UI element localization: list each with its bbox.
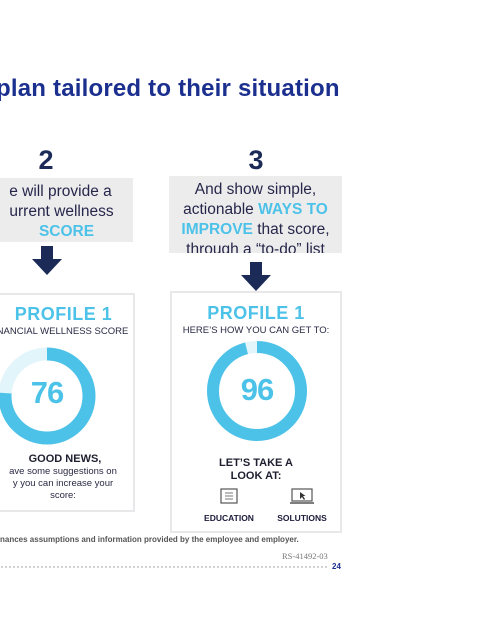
- page-number: 24: [332, 562, 341, 571]
- step-3-highlight-ways: WAYS TO: [258, 201, 328, 218]
- profile-card-2: PROFILE 1 HERE’S HOW YOU CAN GET TO: 96 …: [170, 291, 342, 533]
- step-number-3: 3: [248, 145, 264, 175]
- footnote: nances assumptions and information provi…: [0, 535, 299, 544]
- solutions-option[interactable]: SOLUTIONS: [266, 488, 338, 528]
- suggestion-line-2: y you can increase your: [12, 478, 114, 489]
- step-2-line-1: e will provide a: [9, 183, 112, 200]
- score-donut-76: [0, 347, 96, 445]
- cta-line-1: LET’S TAKE A: [219, 457, 293, 469]
- profile-1-title: PROFILE 1: [14, 304, 113, 324]
- step-3-line-4: through a “to-do” list: [186, 241, 325, 253]
- suggestion-text: ave some suggestions on y you can increa…: [0, 466, 126, 502]
- reference-code: RS-41492-03: [282, 551, 328, 561]
- step-3-line-1: And show simple,: [194, 181, 317, 198]
- step-3-line-2-prefix: actionable: [183, 201, 259, 218]
- profile-2-title: PROFILE 1: [207, 303, 305, 323]
- good-news-label: GOOD NEWS,: [28, 453, 102, 465]
- step-number-2: 2: [38, 145, 54, 175]
- profile-2-subtitle: HERE’S HOW YOU CAN GET TO:: [182, 325, 330, 336]
- step-2-line-2: urrent wellness: [9, 203, 114, 220]
- step-3-line-3: IMPROVE that score,: [169, 220, 342, 240]
- education-option[interactable]: EDUCATION: [194, 488, 264, 528]
- arrow-down-icon: [32, 246, 62, 275]
- step-2-highlight: SCORE: [38, 223, 95, 240]
- suggestion-line-3: score:: [50, 490, 76, 501]
- profile-card-1: PROFILE 1 NANCIAL WELLNESS SCORE 76 GOOD…: [0, 293, 135, 512]
- solutions-label: SOLUTIONS: [277, 513, 327, 523]
- step-3-box: And show simple, actionable WAYS TO IMPR…: [169, 176, 342, 253]
- score-donut-96: [207, 341, 307, 441]
- education-label: EDUCATION: [204, 513, 254, 523]
- profile-1-subtitle: NANCIAL WELLNESS SCORE: [0, 326, 129, 337]
- document-icon: [220, 488, 238, 504]
- step-3-line-2: actionable WAYS TO: [169, 200, 342, 220]
- step-3-highlight-improve: IMPROVE: [181, 221, 253, 238]
- page-title: plan tailored to their situation: [0, 75, 340, 102]
- arrow-down-icon: [241, 262, 271, 291]
- footer-divider: [0, 565, 327, 569]
- cta-text: LET’S TAKE A LOOK AT:: [172, 457, 340, 483]
- monitor-cursor-icon: [290, 488, 314, 504]
- score-value-76: 76: [30, 375, 64, 410]
- step-2-box: e will provide a urrent wellness SCORE: [0, 178, 133, 242]
- step-3-line-3-suffix: that score,: [252, 221, 330, 238]
- suggestion-line-1: ave some suggestions on: [9, 466, 117, 477]
- cta-line-2: LOOK AT:: [230, 470, 282, 482]
- score-value-96: 96: [240, 372, 274, 407]
